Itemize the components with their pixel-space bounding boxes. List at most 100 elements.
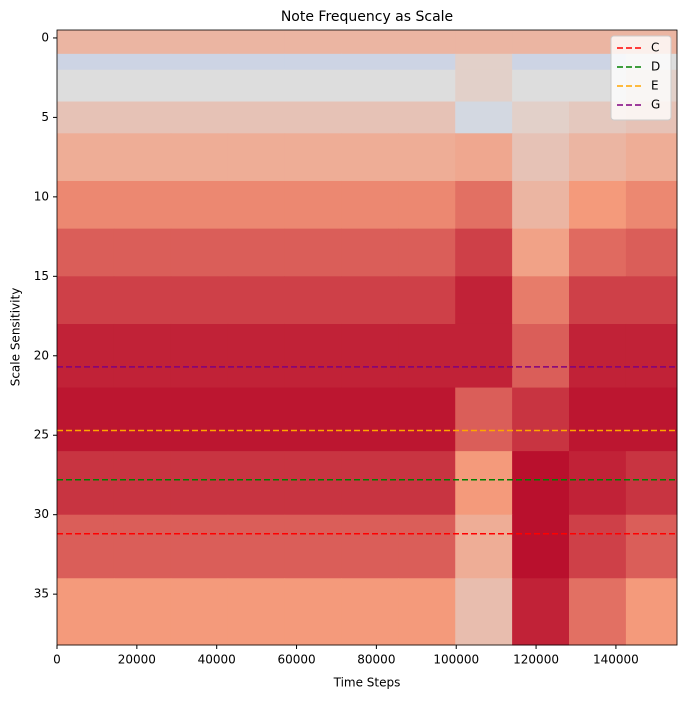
heatmap-cell bbox=[569, 451, 627, 516]
heatmap-cell bbox=[341, 180, 399, 230]
heatmap-cell bbox=[57, 69, 115, 103]
heatmap-cell bbox=[569, 133, 627, 182]
heatmap-cell bbox=[341, 30, 399, 55]
heatmap-cell bbox=[170, 69, 229, 103]
heatmap-cell bbox=[569, 514, 627, 579]
heatmap-cell bbox=[170, 53, 229, 71]
heatmap-cell bbox=[455, 387, 513, 452]
legend-label: G bbox=[651, 98, 660, 112]
legend-box bbox=[610, 35, 672, 121]
heatmap-cell bbox=[455, 323, 513, 389]
heatmap-cell bbox=[284, 276, 342, 325]
heatmap-cell bbox=[170, 451, 229, 516]
heatmap-cell bbox=[341, 53, 399, 71]
heatmap-cell bbox=[170, 228, 229, 277]
x-tick-label: 60000 bbox=[277, 653, 315, 667]
heatmap-cell bbox=[398, 451, 456, 516]
heatmap-cell bbox=[57, 30, 115, 55]
heatmap-cell bbox=[455, 53, 513, 71]
heatmap-cell bbox=[284, 323, 342, 389]
heatmap-cell bbox=[227, 53, 286, 71]
heatmap-cell bbox=[569, 276, 627, 325]
heatmap-cell bbox=[284, 133, 342, 182]
heatmap-cell bbox=[227, 578, 286, 646]
y-tick-label: 20 bbox=[34, 348, 49, 362]
heatmap-cell bbox=[455, 69, 513, 103]
heatmap-cell bbox=[57, 514, 115, 579]
heatmap-cell bbox=[455, 451, 513, 516]
heatmap-cell bbox=[625, 133, 678, 182]
heatmap-cell bbox=[227, 180, 286, 230]
x-tick-label: 120000 bbox=[513, 653, 559, 667]
heatmap-cell bbox=[512, 387, 570, 452]
heatmap-cell bbox=[341, 101, 399, 134]
heatmap-cell bbox=[455, 514, 513, 579]
heatmap-cell bbox=[113, 133, 172, 182]
heatmap-cell bbox=[512, 180, 570, 230]
heatmap-cell bbox=[398, 101, 456, 134]
heatmap-cell bbox=[625, 451, 678, 516]
x-tick-label: 80000 bbox=[357, 653, 395, 667]
heatmap-cell bbox=[227, 30, 286, 55]
y-tick-label: 25 bbox=[34, 428, 49, 442]
heatmap-cell bbox=[625, 514, 678, 579]
plot-frame bbox=[56, 29, 678, 646]
heatmap-cell bbox=[341, 276, 399, 325]
heatmap-cell bbox=[284, 53, 342, 71]
heatmap-cell bbox=[569, 180, 627, 230]
heatmap-cell bbox=[113, 180, 172, 230]
heatmap-cell bbox=[455, 133, 513, 182]
heatmap-cell bbox=[341, 323, 399, 389]
heatmap-cell bbox=[569, 323, 627, 389]
heatmap-cell bbox=[512, 30, 570, 55]
y-tick-label: 10 bbox=[34, 189, 49, 203]
heatmap-cell bbox=[284, 578, 342, 646]
heatmap-cell bbox=[284, 180, 342, 230]
heatmap-cell bbox=[398, 69, 456, 103]
heatmap-cell bbox=[398, 228, 456, 277]
heatmap-cell bbox=[512, 133, 570, 182]
heatmap-cell bbox=[512, 578, 570, 646]
heatmap-cell bbox=[57, 101, 115, 134]
heatmap-cell bbox=[227, 387, 286, 452]
heatmap-cell bbox=[625, 578, 678, 646]
heatmap-cell bbox=[170, 133, 229, 182]
x-tick-label: 100000 bbox=[433, 653, 479, 667]
heatmap-cell bbox=[113, 30, 172, 55]
legend-label: C bbox=[651, 41, 659, 55]
heatmap-cell bbox=[512, 101, 570, 134]
heatmap-cell bbox=[512, 323, 570, 389]
heatmap-cell bbox=[398, 180, 456, 230]
heatmap-cell bbox=[455, 578, 513, 646]
heatmap-cell bbox=[113, 69, 172, 103]
heatmap-cell bbox=[512, 514, 570, 579]
heatmap-cell bbox=[170, 323, 229, 389]
heatmap-cell bbox=[569, 387, 627, 452]
heatmap-cell bbox=[227, 101, 286, 134]
heatmap-cell bbox=[170, 514, 229, 579]
heatmap-cell bbox=[113, 53, 172, 71]
heatmap-cell bbox=[512, 276, 570, 325]
heatmap-cell bbox=[57, 451, 115, 516]
heatmap-cell bbox=[398, 276, 456, 325]
heatmap-cell bbox=[341, 69, 399, 103]
heatmap-cell bbox=[625, 228, 678, 277]
legend-label: E bbox=[651, 79, 659, 93]
heatmap-cell bbox=[227, 228, 286, 277]
heatmap-cell bbox=[455, 180, 513, 230]
heatmap-cell bbox=[398, 30, 456, 55]
heatmap-cell bbox=[341, 578, 399, 646]
heatmap-cell bbox=[227, 514, 286, 579]
heatmap-cell bbox=[284, 69, 342, 103]
heatmap-cell bbox=[341, 514, 399, 579]
heatmap-cell bbox=[284, 451, 342, 516]
heatmap-cell bbox=[227, 451, 286, 516]
heatmap-cell bbox=[170, 387, 229, 452]
heatmap-cell bbox=[569, 578, 627, 646]
heatmap-cell bbox=[113, 514, 172, 579]
heatmap-cell bbox=[625, 276, 678, 325]
heatmap-cell bbox=[341, 228, 399, 277]
heatmap-cell bbox=[284, 387, 342, 452]
heatmap-cell bbox=[170, 101, 229, 134]
